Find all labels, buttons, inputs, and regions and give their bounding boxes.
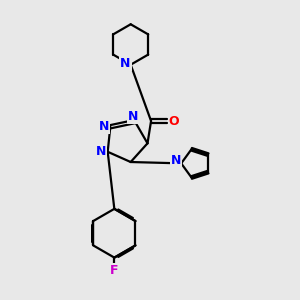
Text: N: N: [96, 145, 106, 158]
Text: N: N: [99, 120, 109, 133]
Text: F: F: [110, 264, 118, 277]
Text: O: O: [169, 115, 179, 128]
Text: N: N: [120, 57, 130, 70]
Text: N: N: [171, 154, 181, 167]
Text: N: N: [128, 110, 139, 123]
